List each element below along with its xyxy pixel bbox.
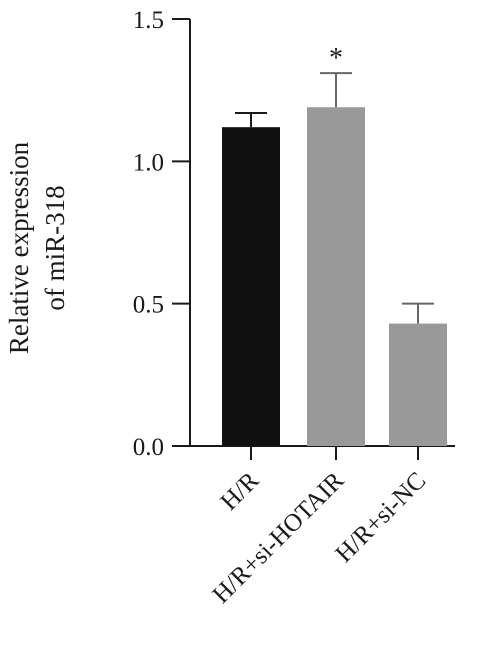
x-tick-label-0: H/R [216, 467, 265, 516]
y-tick-label-1: 0.5 [133, 292, 164, 319]
y-tick-label-2: 1.0 [133, 149, 164, 176]
y-tick-label-3: 1.5 [133, 7, 164, 34]
bars: * [222, 43, 447, 446]
y-axis: 0.0 0.5 1.0 1.5 [133, 7, 191, 461]
y-axis-title-line-1: Relative expression [4, 141, 34, 354]
bar-0 [222, 127, 280, 446]
significance-marker-1: * [329, 43, 343, 74]
bar-2 [389, 323, 447, 446]
y-axis-title: Relative expression of miR-318 [4, 141, 70, 354]
bar-1 [307, 107, 365, 446]
x-tick-label-2: H/R+si-NC [330, 467, 431, 568]
y-axis-title-line-2: of miR-318 [40, 185, 70, 310]
y-tick-label-0: 0.0 [133, 434, 164, 461]
